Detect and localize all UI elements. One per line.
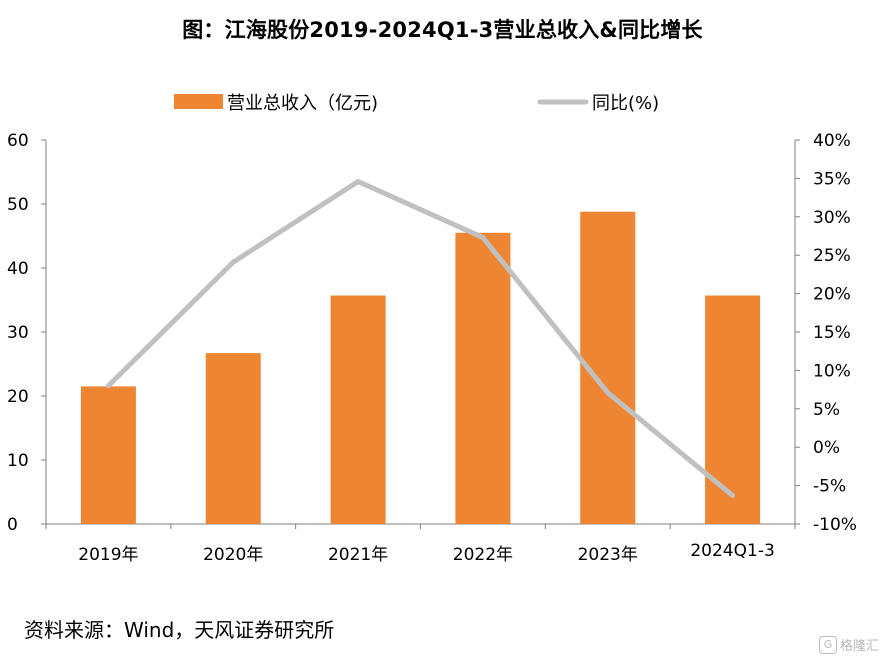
watermark: G 格隆汇 (818, 635, 879, 654)
x-axis-tick-label: 2024Q1-3 (690, 541, 774, 561)
y-axis-right-tick-label: 35% (813, 169, 851, 189)
bar (455, 232, 511, 525)
x-axis-tick-label: 2021年 (328, 545, 388, 565)
y-axis-right-tick-label: 5% (813, 400, 840, 420)
x-axis-tick-label: 2020年 (203, 545, 263, 565)
bar (705, 295, 761, 524)
y-axis-left-tick-label: 20 (7, 387, 29, 407)
bar (330, 295, 386, 524)
bar (205, 353, 261, 524)
legend-label-revenue: 营业总收入（亿元) (227, 93, 378, 114)
legend-label-yoy: 同比(%) (592, 93, 659, 114)
line-series (105, 178, 736, 499)
tick-labels: 0 10 20 30 40 50 60 -10% -5% 0% 5% 10% 15% 20% 25% 30% 3… (7, 131, 857, 565)
bar-series (80, 211, 761, 525)
chart-title: 图：江海股份2019-2024Q1-3营业总收入&同比增长 (182, 18, 703, 42)
chart-svg: 营业总收入（亿元) 同比(%) 0 10 20 30 40 50 60 -10% -5% 0% 5%… (7, 93, 857, 565)
yoy-point (605, 390, 610, 395)
y-axis-left-tick-label: 10 (7, 451, 29, 471)
x-axis-tick-label: 2023年 (578, 545, 638, 565)
y-axis-right-tick-label: 15% (813, 323, 851, 343)
y-axis-right-tick-label: 40% (813, 131, 851, 151)
axes (41, 139, 800, 529)
yoy-point (480, 235, 485, 240)
y-axis-left-tick-label: 60 (7, 131, 29, 151)
y-axis-left-tick-label: 50 (7, 195, 29, 215)
yoy-point (231, 260, 236, 265)
y-axis-right-tick-label: -5% (813, 477, 846, 497)
x-axis-tick-label: 2019年 (78, 545, 138, 565)
y-axis-right-tick-label: 25% (813, 246, 851, 266)
y-axis-left-tick-label: 40 (7, 259, 29, 279)
yoy-point (106, 383, 111, 388)
watermark-logo-icon: G (818, 635, 837, 654)
y-axis-right-tick-label: -10% (813, 515, 857, 535)
y-axis-right-tick-label: 30% (813, 208, 851, 228)
yoy-point (356, 179, 361, 184)
y-axis-right-tick-label: 20% (813, 285, 851, 305)
x-axis-tick-label: 2022年 (453, 545, 513, 565)
watermark-text: 格隆汇 (839, 639, 879, 654)
y-axis-right-tick-label: 0% (813, 438, 840, 458)
y-axis-left-tick-label: 30 (7, 323, 29, 343)
legend-swatch-revenue (174, 94, 223, 109)
y-axis-right-tick-label: 10% (813, 361, 851, 381)
yoy-point (730, 493, 735, 498)
y-axis-left-tick-label: 0 (7, 515, 18, 535)
bar (80, 386, 136, 524)
legend: 营业总收入（亿元) 同比(%) (174, 93, 659, 114)
source-note: 资料来源：Wind，天风证券研究所 (24, 618, 335, 642)
yoy-line (105, 178, 736, 499)
